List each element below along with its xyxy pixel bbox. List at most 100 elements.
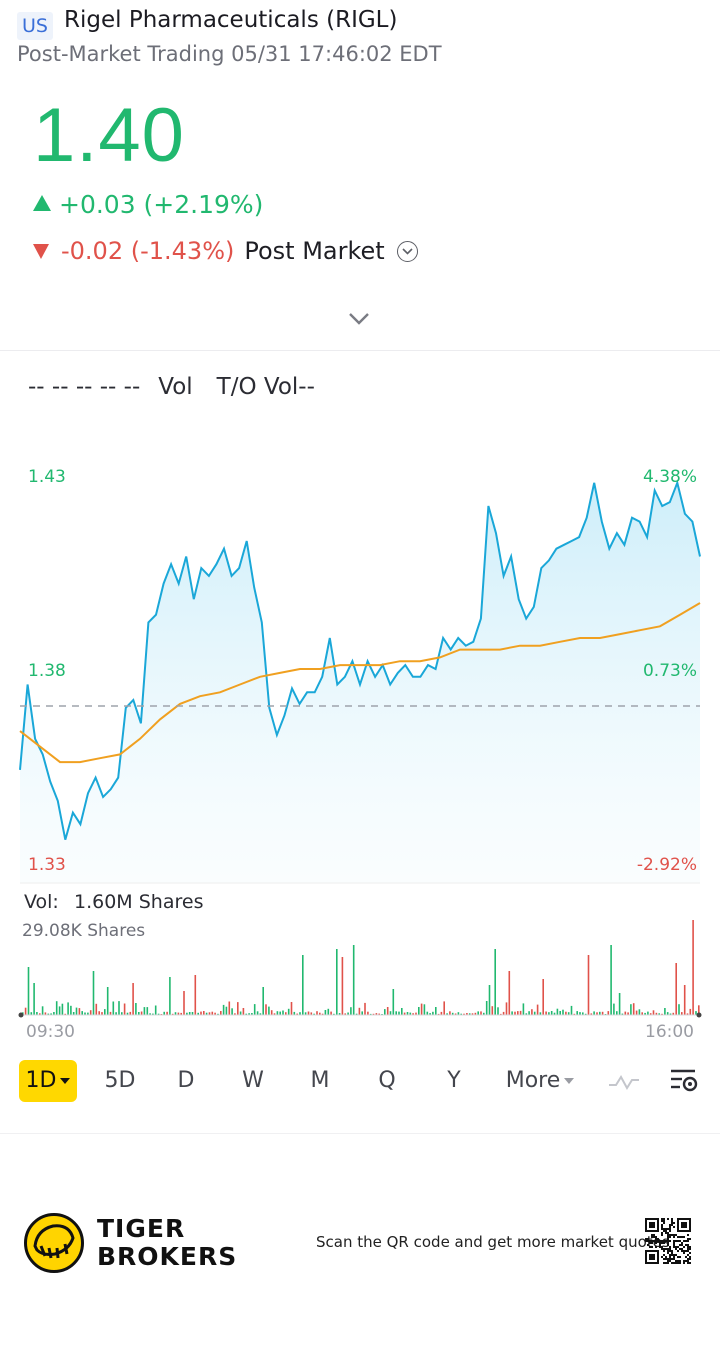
- volume-bar: [174, 1012, 177, 1015]
- qr-module: [655, 1240, 657, 1242]
- volume-bar: [627, 1012, 629, 1015]
- volume-bar: [276, 1011, 279, 1015]
- qr-module: [651, 1234, 653, 1236]
- qr-module: [685, 1240, 687, 1242]
- chart-settings-icon[interactable]: [664, 1060, 704, 1102]
- tab-y[interactable]: Y: [447, 1068, 461, 1093]
- volume-bar: [180, 1012, 182, 1015]
- qr-module: [673, 1234, 675, 1236]
- qr-module: [667, 1232, 669, 1234]
- volume-bar: [678, 1004, 680, 1015]
- tab-5d[interactable]: 5D: [104, 1068, 136, 1093]
- intraday-chart[interactable]: 1.43 1.38 1.33 4.38% 0.73% -2.92% Vol: 1…: [0, 440, 720, 1140]
- axis-left-top: 1.43: [28, 467, 66, 487]
- volume-bar: [324, 1010, 327, 1015]
- tab-q[interactable]: Q: [378, 1068, 396, 1093]
- qr-module: [653, 1240, 655, 1242]
- qr-module: [689, 1262, 691, 1264]
- qr-finder: [681, 1222, 687, 1228]
- volume-bar: [632, 1003, 635, 1015]
- volume-bar: [61, 1003, 64, 1015]
- indicator-row[interactable]: -- -- -- -- -- Vol T/O Vol--: [28, 374, 327, 400]
- qr-finder: [649, 1254, 655, 1260]
- volume-bar: [186, 1012, 188, 1015]
- volume-bar: [398, 1011, 400, 1015]
- expand-chevron-icon[interactable]: [348, 311, 370, 330]
- volume-bar: [41, 1006, 44, 1015]
- card-edge: [0, 1133, 720, 1134]
- volume-bar: [101, 1012, 103, 1015]
- qr-module: [675, 1254, 677, 1256]
- qr-module: [663, 1248, 665, 1250]
- qr-module: [687, 1238, 689, 1240]
- volume-bar: [553, 1012, 556, 1015]
- volume-bar: [500, 1013, 502, 1015]
- volume-bar: [319, 1012, 321, 1015]
- volume-bar: [610, 945, 612, 1015]
- post-market-row[interactable]: -0.02 (-1.43%) Post Market: [33, 237, 418, 265]
- volume-bar: [384, 1009, 386, 1015]
- volume-bar: [533, 1011, 536, 1015]
- turnover-indicator[interactable]: T/O Vol--: [216, 374, 315, 400]
- qr-module: [675, 1246, 677, 1248]
- volume-bar: [194, 975, 197, 1015]
- qr-module: [673, 1242, 675, 1244]
- volume-bar: [171, 1013, 174, 1015]
- volume-bar: [437, 1013, 440, 1015]
- volume-bar: [214, 1012, 216, 1015]
- chevron-down-circle-icon[interactable]: [396, 240, 418, 262]
- current-price: 1.40: [33, 93, 185, 178]
- tab-more-label: More: [505, 1068, 561, 1093]
- qr-module: [669, 1234, 671, 1236]
- volume-bar: [183, 991, 185, 1015]
- volume-bar: [536, 1004, 539, 1015]
- volume-bar: [423, 1004, 426, 1015]
- tab-m[interactable]: M: [310, 1068, 330, 1093]
- volume-bar: [505, 1002, 508, 1015]
- qr-module: [663, 1218, 665, 1220]
- volume-bar: [302, 955, 304, 1015]
- volume-bar: [231, 1008, 233, 1015]
- ma-indicator[interactable]: -- -- -- -- --: [28, 374, 141, 400]
- qr-module: [661, 1220, 663, 1222]
- volume-bar: [87, 1012, 89, 1015]
- qr-module: [671, 1254, 673, 1256]
- qr-module: [673, 1262, 675, 1264]
- axis-right-mid: 0.73%: [643, 661, 697, 681]
- tab-d[interactable]: D: [177, 1068, 195, 1093]
- caret-down-icon: [60, 1078, 71, 1084]
- qr-module: [663, 1262, 665, 1264]
- volume-bar: [647, 1011, 649, 1015]
- volume-bar: [188, 1012, 191, 1015]
- volume-bar: [599, 1011, 601, 1015]
- vol-indicator[interactable]: Vol: [158, 374, 193, 400]
- tab-1d[interactable]: 1D: [19, 1060, 77, 1102]
- line-style-icon[interactable]: [604, 1060, 644, 1102]
- qr-module: [687, 1254, 689, 1256]
- volume-bar: [477, 1011, 479, 1015]
- timeframe-tabs: 1D 5D D W M Q Y More: [0, 1060, 720, 1106]
- axis-left-mid: 1.38: [28, 661, 66, 681]
- volume-bar: [36, 1012, 38, 1015]
- volume-bar: [406, 1012, 409, 1015]
- volume-bar: [426, 1011, 429, 1015]
- qr-module: [681, 1242, 683, 1244]
- tiger-logo-icon: [24, 1213, 84, 1273]
- qr-module: [667, 1252, 669, 1254]
- qr-module: [673, 1256, 675, 1258]
- volume-bar: [432, 1011, 434, 1015]
- qr-module: [661, 1232, 663, 1234]
- qr-module: [689, 1246, 691, 1248]
- qr-module: [645, 1240, 647, 1242]
- tab-more[interactable]: More: [498, 1060, 582, 1102]
- volume-bar: [225, 1006, 228, 1015]
- qr-module: [673, 1244, 675, 1246]
- qr-module: [663, 1228, 665, 1230]
- price-change: +0.03 (+2.19%): [33, 190, 263, 219]
- tab-w[interactable]: W: [242, 1068, 264, 1093]
- chart-svg[interactable]: 1.43 1.38 1.33 4.38% 0.73% -2.92% Vol: 1…: [0, 440, 720, 1060]
- qr-module: [673, 1236, 675, 1238]
- volume-bar: [443, 1001, 445, 1015]
- qr-module: [655, 1238, 657, 1240]
- volume-bar: [123, 1003, 126, 1015]
